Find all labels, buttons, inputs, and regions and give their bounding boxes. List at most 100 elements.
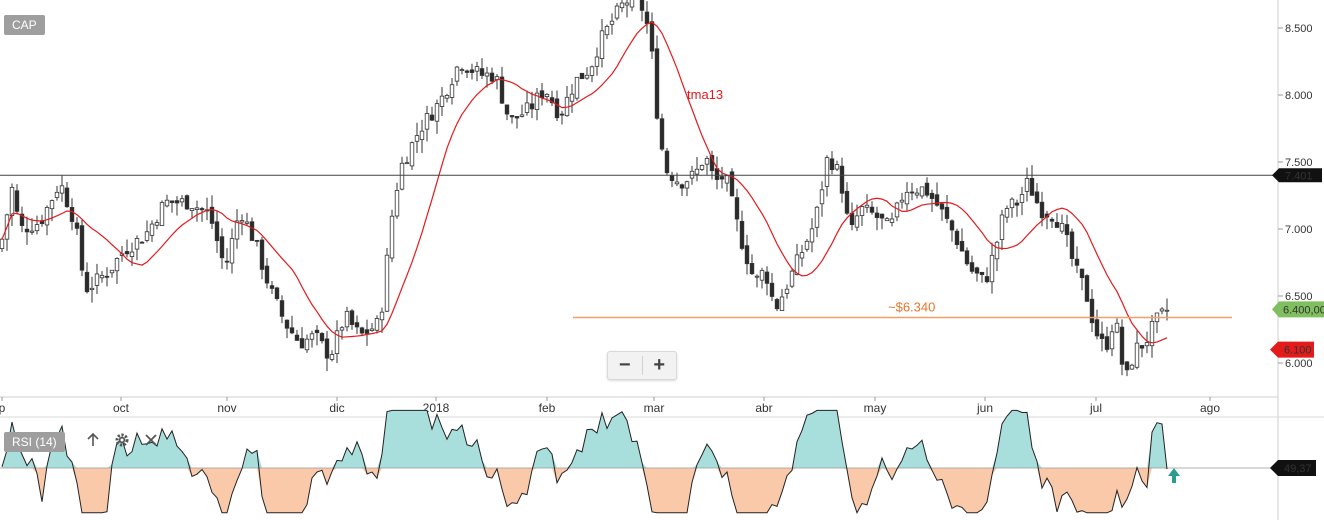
candle-body (9, 186, 15, 216)
candle-body (1079, 268, 1085, 279)
zoom-in-button[interactable]: + (653, 354, 666, 376)
candle-body (94, 273, 100, 286)
candle-body (59, 185, 65, 194)
candle-body (229, 238, 235, 264)
candle-body (104, 275, 110, 278)
zoom-out-button[interactable]: − (618, 354, 631, 376)
candle-body (959, 240, 965, 252)
candle-body (1004, 208, 1010, 218)
candle-body (14, 190, 20, 212)
candle-body (749, 263, 755, 275)
candle-body (639, 0, 645, 11)
candle-body (544, 93, 550, 97)
candle-body (984, 276, 990, 283)
candle-body (779, 296, 785, 311)
candle-body (754, 275, 760, 278)
ticker-badge[interactable]: CAP (4, 15, 45, 35)
support-label: ~$6.340 (888, 299, 935, 314)
candle-body (979, 271, 985, 276)
candle-body (744, 245, 750, 265)
candle-body (914, 192, 920, 196)
candle-body (679, 184, 685, 189)
candle-body (219, 236, 225, 259)
candle-body (729, 171, 735, 197)
candle-body (1084, 275, 1090, 302)
candle-body (114, 258, 120, 272)
candle-body (1134, 342, 1140, 368)
rsi-indicator-label[interactable]: RSI (14) (4, 432, 65, 452)
candle-body (254, 240, 260, 242)
candle-body (554, 98, 560, 119)
x-tick-label: ago (1200, 401, 1220, 415)
candle-body (1104, 336, 1110, 350)
close-icon[interactable] (144, 432, 158, 454)
candle-body (124, 251, 130, 255)
candle-body (419, 130, 425, 141)
candle-body (789, 270, 795, 287)
candle-body (969, 262, 975, 272)
candle-body (944, 206, 950, 219)
candle-body (1009, 198, 1015, 209)
x-tick-label: mar (644, 401, 665, 415)
x-tick-label: may (864, 401, 887, 415)
candle-body (829, 158, 835, 171)
candle-body (574, 76, 580, 99)
candle-body (464, 70, 470, 73)
candle-body (139, 241, 145, 244)
candle-body (89, 287, 95, 291)
candle-body (429, 114, 435, 121)
candle-body (859, 206, 865, 216)
candle-body (1039, 201, 1045, 219)
candle-body (1074, 258, 1080, 266)
candle-body (684, 181, 690, 189)
candle-body (864, 204, 870, 208)
candle-body (644, 11, 650, 25)
candle-body (309, 333, 315, 340)
candle-body (189, 208, 195, 211)
candle-body (654, 48, 660, 119)
candle-body (269, 285, 275, 289)
candle-body (299, 338, 305, 349)
candle-body (834, 164, 840, 170)
candle-body (1114, 322, 1120, 333)
candle-body (1049, 218, 1055, 222)
candle-body (1034, 191, 1040, 204)
gear-icon[interactable] (114, 432, 130, 454)
candle-body (44, 207, 50, 226)
candle-body (339, 327, 345, 331)
candle-body (594, 56, 600, 67)
low-marker-badge (1270, 341, 1314, 358)
candle-body (199, 208, 205, 211)
candle-body (314, 329, 320, 334)
candle-body (1129, 364, 1135, 370)
candle-body (29, 230, 35, 233)
candle-body (589, 66, 595, 76)
candle-body (649, 21, 655, 52)
candle-body (824, 157, 830, 187)
candle-body (714, 168, 720, 180)
candle-body (1069, 231, 1075, 259)
arrow-up-icon[interactable] (86, 432, 100, 454)
candle-body (719, 176, 725, 180)
candle-body (604, 25, 610, 36)
candle-body (759, 270, 765, 281)
x-tick-label: jun (976, 401, 993, 415)
candle-body (214, 221, 220, 242)
candle-body (354, 322, 360, 328)
candle-body (324, 338, 330, 359)
candle-body (524, 102, 530, 113)
candle-body (1144, 342, 1150, 347)
candles (0, 0, 1170, 377)
candle-body (399, 162, 405, 190)
rsi-panel: 49,37 (0, 409, 1316, 515)
candle-body (1019, 194, 1025, 203)
ma-label: tma13 (687, 87, 723, 102)
candle-body (164, 199, 170, 207)
candle-body (699, 164, 705, 170)
candle-body (794, 254, 800, 275)
candle-body (194, 207, 200, 210)
candle-body (924, 182, 930, 196)
candle-body (799, 252, 805, 259)
candle-body (1099, 333, 1105, 340)
candle-body (624, 2, 630, 6)
